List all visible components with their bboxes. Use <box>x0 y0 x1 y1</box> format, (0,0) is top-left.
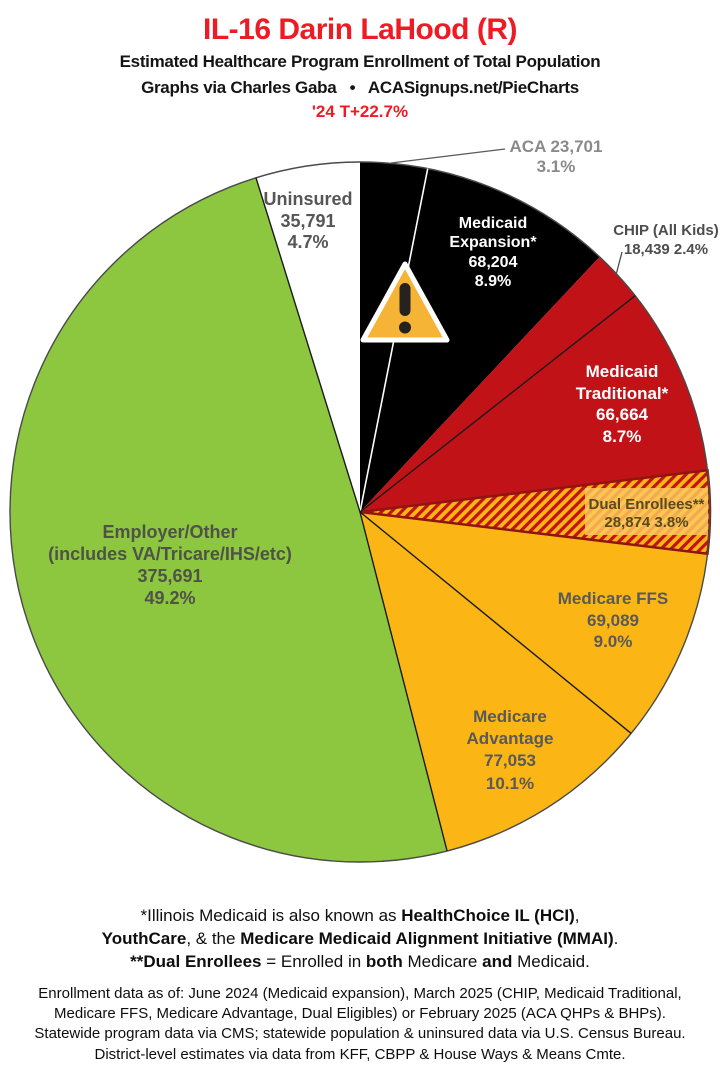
slice-medicare-ffs <box>360 512 708 734</box>
subtitle-credit: Graphs via Charles Gaba • ACASignups.net… <box>141 78 579 97</box>
label-medicaid-expansion: Medicaid Expansion* 68,204 8.9% <box>423 214 563 291</box>
slice-employer-other <box>9 177 448 863</box>
subtitle-election-margin: '24 T+22.7% <box>311 102 409 121</box>
divider-chip-traditional <box>359 295 636 513</box>
label-medicare-ffs-line: 9.0% <box>593 632 633 652</box>
footnote-line: Medicare FFS, Medicare Advantage, Dual E… <box>54 1005 666 1023</box>
label-medicare-advantage-line: 10.1% <box>485 773 535 793</box>
label-uninsured-line: 35,791 <box>280 210 336 231</box>
label-medicaid-traditional: Medicaid Traditional* 66,664 8.7% <box>547 361 697 447</box>
label-medicaid-expansion-line: 68,204 <box>468 253 518 271</box>
label-medicaid-expansion-line: Expansion* <box>449 234 537 252</box>
label-medicare-advantage: Medicare Advantage 77,053 10.1% <box>430 706 590 795</box>
label-employer-other-line: Employer/Other <box>102 522 238 542</box>
chip-leader-line <box>615 251 623 276</box>
label-medicare-advantage-line: 77,053 <box>484 751 536 771</box>
divider-ffs-advantage <box>359 511 632 734</box>
label-aca: ACA 23,701 3.1% <box>498 137 614 177</box>
label-employer-other: Employer/Other (includes VA/Tricare/IHS/… <box>40 521 300 609</box>
label-employer-other-line: (includes VA/Tricare/IHS/etc) <box>48 544 292 564</box>
label-uninsured-line: 4.7% <box>287 232 329 253</box>
label-chip-line: CHIP (All Kids) <box>613 222 719 239</box>
aca-leader-line <box>390 148 506 164</box>
footnote-line: District-level estimates via data from K… <box>94 1045 626 1063</box>
divider-employer-uninsured <box>255 177 361 513</box>
label-dual-enrollees: Dual Enrollees** 28,874 3.8% <box>585 488 708 535</box>
slice-uninsured <box>256 162 360 512</box>
label-aca-line: ACA 23,701 <box>509 137 603 156</box>
label-medicaid-expansion-line: 8.9% <box>474 272 512 290</box>
slice-medicare-advantage <box>360 512 631 851</box>
label-medicaid-traditional-line: Medicaid <box>585 362 659 381</box>
slice-medicaid-expansion <box>360 168 600 512</box>
footnote-line: Enrollment data as of: June 2024 (Medica… <box>38 985 682 1002</box>
slice-medicaid-traditional <box>360 295 708 512</box>
footnote-line: Statewide program data via CMS; statewid… <box>34 1025 686 1043</box>
label-medicare-ffs-line: 69,089 <box>587 610 639 630</box>
pie-outline <box>9 161 711 863</box>
label-medicare-advantage-line: Advantage <box>466 729 554 749</box>
label-uninsured: Uninsured 35,791 4.7% <box>233 189 383 254</box>
label-medicaid-traditional-line: 66,664 <box>596 405 648 424</box>
footnote-line: **Dual Enrollees = Enrolled in both Medi… <box>130 952 590 971</box>
label-uninsured-line: Uninsured <box>263 189 353 209</box>
label-dual-enrollees-line: 28,874 3.8% <box>604 514 689 531</box>
footnote-data-sources: Enrollment data as of: June 2024 (Medica… <box>0 984 720 1065</box>
label-medicaid-traditional-line: Traditional* <box>575 383 669 403</box>
divider-advantage-employer <box>359 511 448 852</box>
footnote-line: YouthCare, & the Medicare Medicaid Align… <box>101 929 619 948</box>
label-aca-line: 3.1% <box>536 157 576 176</box>
label-dual-enrollees-line: Dual Enrollees** <box>588 496 705 513</box>
warning-icon <box>360 261 450 343</box>
label-medicare-ffs-line: Medicare FFS <box>557 589 669 608</box>
label-medicare-ffs: Medicare FFS 69,089 9.0% <box>533 588 693 653</box>
slice-chip <box>360 256 636 512</box>
label-medicaid-traditional-line: 8.7% <box>602 426 642 446</box>
label-employer-other-line: 375,691 <box>137 566 203 586</box>
label-chip: CHIP (All Kids) 18,439 2.4% <box>596 221 720 259</box>
label-employer-other-line: 49.2% <box>144 588 196 608</box>
page-title: IL-16 Darin LaHood (R) <box>202 13 518 46</box>
label-medicaid-expansion-line: Medicaid <box>458 215 528 232</box>
subtitle-enrollment: Estimated Healthcare Program Enrollment … <box>119 52 601 71</box>
label-medicare-advantage-line: Medicare <box>473 707 547 726</box>
footnote-medicaid-names: *Illinois Medicaid is also known as Heal… <box>0 904 720 973</box>
label-chip-line: 18,439 2.4% <box>623 241 709 258</box>
footnote-line: *Illinois Medicaid is also known as Heal… <box>140 906 580 925</box>
